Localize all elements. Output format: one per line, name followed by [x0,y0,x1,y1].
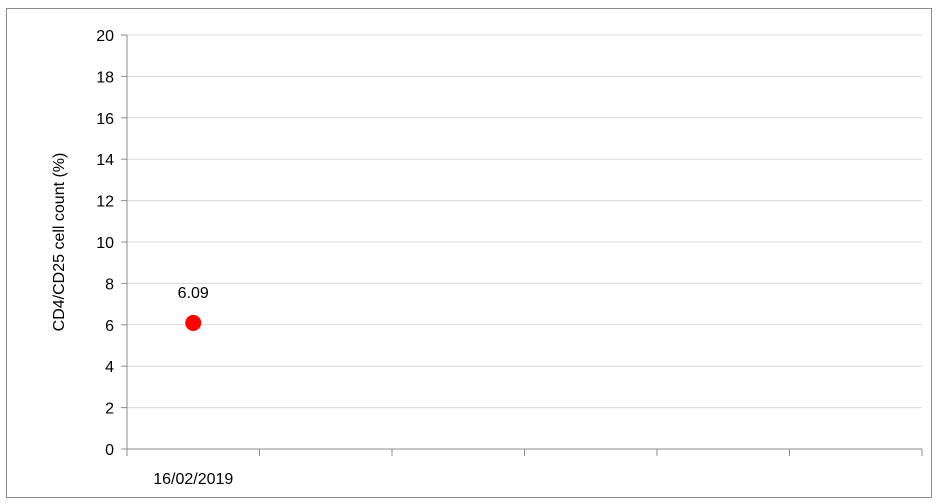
y-axis-title: CD4/CD25 cell count (%) [51,153,68,332]
chart-frame [6,8,932,498]
x-ticks: 16/02/2019 [126,449,923,488]
y-tick-label: 10 [96,235,114,252]
y-tick-label: 4 [105,359,114,376]
y-tick-label: 8 [105,276,114,293]
y-tick-label: 16 [96,111,114,128]
y-tick-label: 2 [105,401,114,418]
y-tick-label: 12 [96,194,114,211]
data-points: 6.09 [178,285,209,331]
gridlines [127,34,922,409]
data-point [185,314,202,331]
y-tick-label: 6 [105,318,114,335]
y-ticks: 0 2 4 6 8 10 12 14 16 18 20 [96,28,127,459]
data-label: 6.09 [178,285,209,302]
y-tick-label: 20 [96,28,114,45]
x-tick-label: 16/02/2019 [153,471,233,488]
y-tick-label: 14 [96,152,114,169]
y-tick-label: 18 [96,69,114,86]
y-tick-label: 0 [105,442,114,459]
